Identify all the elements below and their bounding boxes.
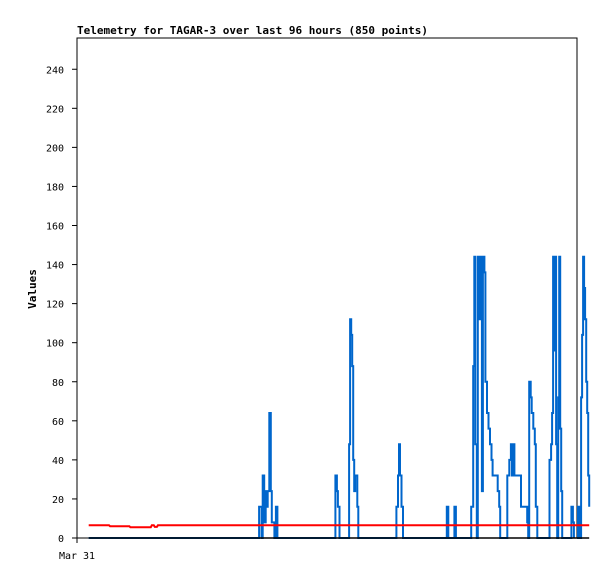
- y-tick-label: 160: [46, 222, 64, 233]
- y-tick-label: 80: [52, 378, 64, 389]
- y-tick-label: 120: [46, 300, 64, 311]
- series-layer: [88, 255, 591, 539]
- y-tick-label: 220: [46, 104, 64, 115]
- y-tick-label: 100: [46, 339, 64, 350]
- series-line-0: [88, 255, 575, 539]
- y-tick-label: 40: [52, 456, 64, 467]
- y-tick-label: 0: [58, 534, 64, 545]
- y-tick-label: 60: [52, 417, 64, 428]
- series-line-2: [88, 524, 590, 529]
- plot-border: [76, 37, 578, 539]
- y-tick-label: 240: [46, 65, 64, 76]
- y-tick-label: 140: [46, 261, 64, 272]
- x-tick-label: Mar 31: [59, 551, 95, 562]
- x-axis: Mar 31: [59, 538, 95, 562]
- y-axis: 0 20 40 60 80 100 120 140 160 180 200 220 240: [46, 65, 77, 545]
- plot-frame: [76, 37, 578, 539]
- y-tick-label: 180: [46, 182, 64, 193]
- y-tick-label: 200: [46, 143, 64, 154]
- chart-title: Telemetry for TAGAR-3 over last 96 hours…: [77, 24, 428, 37]
- series-line-1: [577, 255, 591, 539]
- y-axis-title: Values: [26, 269, 39, 309]
- y-tick-label: 20: [52, 495, 64, 506]
